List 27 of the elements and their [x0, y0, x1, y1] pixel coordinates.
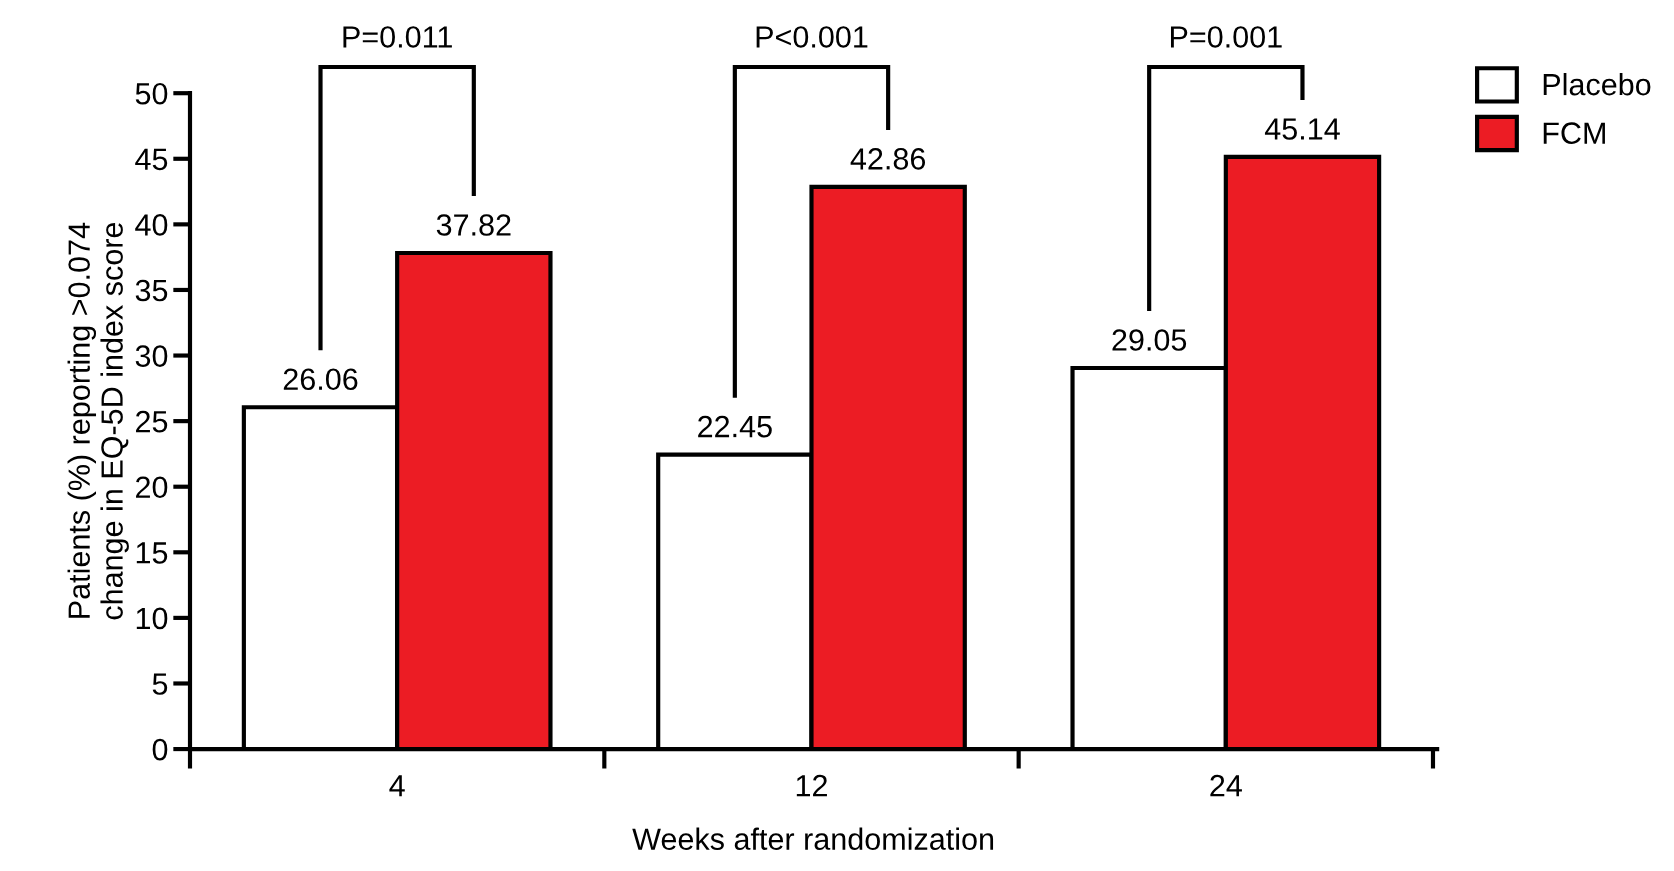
y-tick-label: 30 [135, 345, 168, 367]
x-tick-label: 24 [1210, 774, 1242, 797]
data-label: 26.06 [283, 368, 358, 391]
data-label: 29.05 [1112, 329, 1187, 351]
y-axis-title: Patients (%) reporting >0.074 change in EQ-5D index score [67, 222, 129, 620]
data-label: 37.82 [436, 214, 511, 236]
text: P<0.001 [756, 26, 868, 48]
text: P=0.011 [343, 26, 452, 48]
y-tick-label: 15 [136, 542, 168, 564]
x-axis-title: Weeks after randomization [632, 827, 994, 850]
y-tick-label: 25 [136, 410, 168, 433]
text: P=0.001 [1170, 26, 1282, 48]
x-tick-label: 12 [796, 774, 827, 797]
legend-label: Placebo [1543, 72, 1651, 96]
y-tick-label: 0 [152, 738, 168, 761]
y-tick-label: 5 [152, 673, 168, 695]
y-tick-label: 35 [135, 279, 168, 302]
data-label: 45.14 [1264, 118, 1340, 140]
y-tick-label: 45 [135, 148, 168, 171]
y-tick-label: 20 [136, 476, 168, 499]
x-tick-label: 4 [389, 775, 405, 797]
data-label: 22.45 [698, 415, 772, 438]
y-tick-label: 50 [135, 82, 168, 105]
legend-label: FCM [1543, 122, 1605, 144]
y-tick-label: 40 [135, 214, 168, 236]
data-label: 42.86 [850, 148, 926, 170]
y-tick-label: 10 [136, 607, 168, 630]
